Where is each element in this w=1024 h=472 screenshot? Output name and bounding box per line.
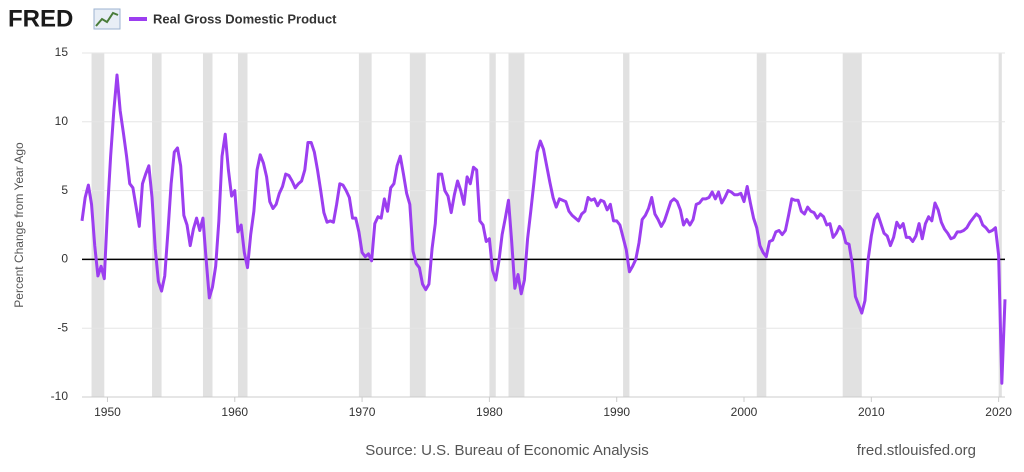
y-tick-label: 10 [55,114,69,128]
series-line [80,73,1007,385]
x-tick-label: 2010 [858,405,885,419]
y-tick-label: 15 [55,45,69,59]
logo-icon [93,8,121,30]
recession-band [508,53,525,397]
x-tick-label: 1990 [603,405,630,419]
y-tick-label: 0 [61,252,68,266]
site: fred.stlouisfed.org [857,442,976,459]
x-tick-label: 1960 [221,405,248,419]
recession-band [237,53,248,397]
x-tick-label: 1950 [94,405,121,419]
recession-band [202,53,213,397]
y-tick-label: -10 [51,389,69,403]
recession-band [152,53,162,397]
x-tick-label: 2020 [985,405,1012,419]
source: Source: U.S. Bureau of Economic Analysis [365,442,648,459]
recession-band [998,53,1002,397]
recession-band [756,53,767,397]
recession-band [358,53,372,397]
recession-band [623,53,630,397]
recession-band [842,53,862,397]
x-tick-label: 1970 [349,405,376,419]
x-tick-label: 2000 [731,405,758,419]
recession-band [409,53,426,397]
legend-label: Real Gross Domestic Product [153,11,337,26]
y-axis-label: Percent Change from Year Ago [12,142,26,308]
y-tick-label: 5 [61,183,68,197]
x-tick-label: 1980 [476,405,503,419]
recession-band [91,53,105,397]
recession-band [489,53,496,397]
y-tick-label: -5 [57,320,68,334]
logo: FRED [8,5,73,32]
